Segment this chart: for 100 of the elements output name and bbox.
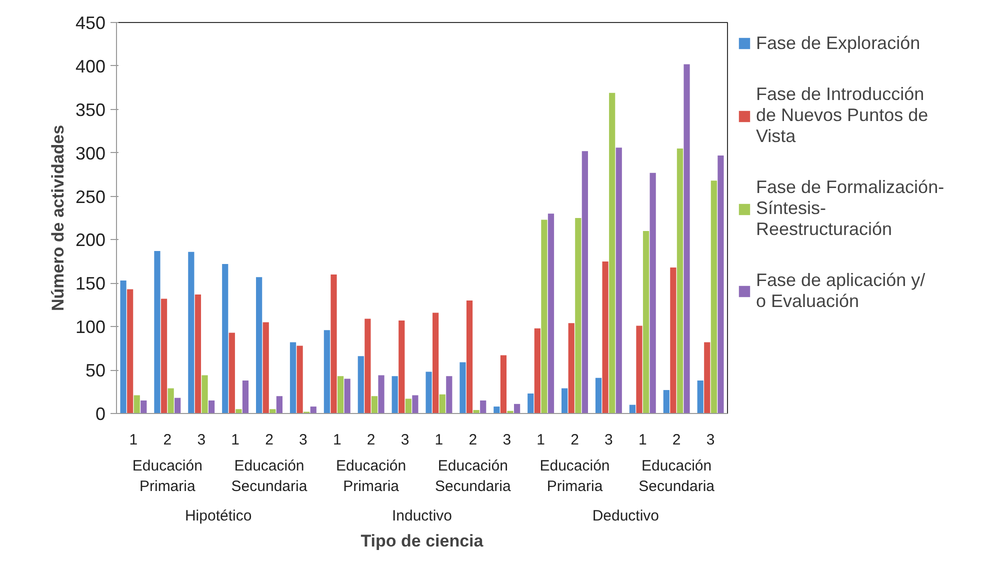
- bar: [168, 388, 174, 414]
- x-tick-label: 1: [638, 432, 647, 448]
- x-tick-label: 2: [265, 432, 274, 448]
- bar: [609, 92, 616, 414]
- bar: [140, 400, 147, 414]
- text: Educación Primaria: [132, 458, 202, 495]
- x-tick-label: 3: [706, 432, 715, 448]
- x-tick-label: 2: [366, 432, 376, 448]
- x-tick-label: 2: [163, 432, 172, 448]
- bar: [134, 395, 140, 414]
- x-tick-label: 1: [434, 432, 444, 448]
- text: Educación Secundaria: [231, 458, 308, 495]
- bar: [466, 300, 473, 414]
- x-axis-title: Tipo de ciencia: [360, 532, 484, 550]
- x-tick-label: 3: [299, 432, 308, 448]
- bar: [194, 294, 202, 414]
- bar: [697, 380, 704, 414]
- bar: [534, 328, 540, 414]
- text: Hipotético: [184, 508, 252, 524]
- text: Deductivo: [592, 508, 660, 524]
- bar: [460, 362, 466, 414]
- bar: [650, 172, 656, 414]
- bar: [330, 274, 337, 414]
- text: Educación Primaria: [336, 458, 406, 495]
- bar: [541, 220, 548, 414]
- bar: [663, 390, 670, 414]
- bar: [432, 312, 439, 414]
- bar: [398, 320, 405, 414]
- text: Inductivo: [392, 508, 452, 524]
- y-tick-label: 200: [75, 230, 106, 250]
- bar: [154, 251, 160, 414]
- y-tick-label: 350: [75, 100, 106, 120]
- bar: [718, 155, 724, 414]
- bar: [296, 346, 303, 414]
- bar: [548, 214, 554, 414]
- x-tick-label: 3: [502, 432, 512, 448]
- bar: [684, 64, 690, 414]
- text: Educación Primaria: [540, 458, 610, 495]
- legend-label: Fase de aplicación y/ o Evaluación: [756, 270, 926, 312]
- bar: [446, 376, 452, 414]
- bar: [290, 342, 296, 414]
- bar: [358, 356, 364, 414]
- bar: [228, 332, 235, 414]
- y-axis-title: Número de actividades: [48, 124, 68, 312]
- bar: [276, 396, 282, 414]
- legend-label: Fase de Exploración: [756, 32, 920, 54]
- bar: [242, 380, 249, 414]
- bar: [676, 148, 684, 414]
- bar: [270, 409, 276, 414]
- y-tick-label: 150: [75, 274, 106, 294]
- bar: [439, 394, 446, 414]
- bar: [310, 406, 316, 414]
- x-tick-label: 2: [570, 432, 579, 448]
- bar: [528, 394, 534, 414]
- bar: [494, 406, 500, 414]
- x-tick-label: 3: [197, 432, 206, 448]
- bar: [127, 289, 134, 414]
- bar: [480, 400, 486, 414]
- bar: [642, 231, 650, 414]
- bar: [344, 378, 350, 414]
- bar: [595, 378, 602, 414]
- bar: [670, 268, 676, 414]
- x-tick-label: 3: [604, 432, 613, 448]
- bar: [324, 330, 330, 414]
- y-tick-label: 250: [75, 186, 106, 207]
- y-tick-label: 450: [75, 13, 106, 33]
- x-tick-label: 1: [536, 432, 545, 448]
- bar: [710, 180, 717, 414]
- x-tick-label: 1: [332, 432, 342, 448]
- bar: [704, 342, 710, 414]
- bar: [514, 404, 520, 414]
- bar: [208, 400, 215, 414]
- bar: [616, 148, 622, 414]
- bar: [412, 395, 418, 414]
- bar: [160, 298, 168, 414]
- x-tick-label: 2: [468, 432, 478, 448]
- bar: [426, 372, 432, 414]
- x-tick-label: 1: [231, 432, 240, 448]
- bar: [120, 280, 126, 414]
- y-tick-label: 50: [85, 360, 106, 381]
- bar: [562, 388, 568, 414]
- x-tick-label: 1: [129, 432, 138, 448]
- bar: [568, 323, 574, 414]
- bar: [378, 375, 384, 414]
- bar: [582, 151, 588, 414]
- y-tick-label: 100: [75, 317, 106, 338]
- bar: [575, 218, 582, 414]
- bar: [262, 322, 269, 414]
- bar: [256, 277, 262, 414]
- legend-label: Fase de Formalización-Síntesis-Reestructuración: [756, 177, 944, 240]
- bar: [236, 409, 242, 414]
- x-tick-label: 2: [672, 432, 681, 448]
- bar: [392, 376, 398, 414]
- y-tick-label: 400: [75, 56, 106, 76]
- bar: [405, 398, 412, 414]
- text: Educación Secundaria: [638, 458, 716, 495]
- bar: [174, 398, 181, 414]
- bar: [371, 396, 378, 414]
- bar: [337, 376, 344, 414]
- bar: [629, 404, 636, 414]
